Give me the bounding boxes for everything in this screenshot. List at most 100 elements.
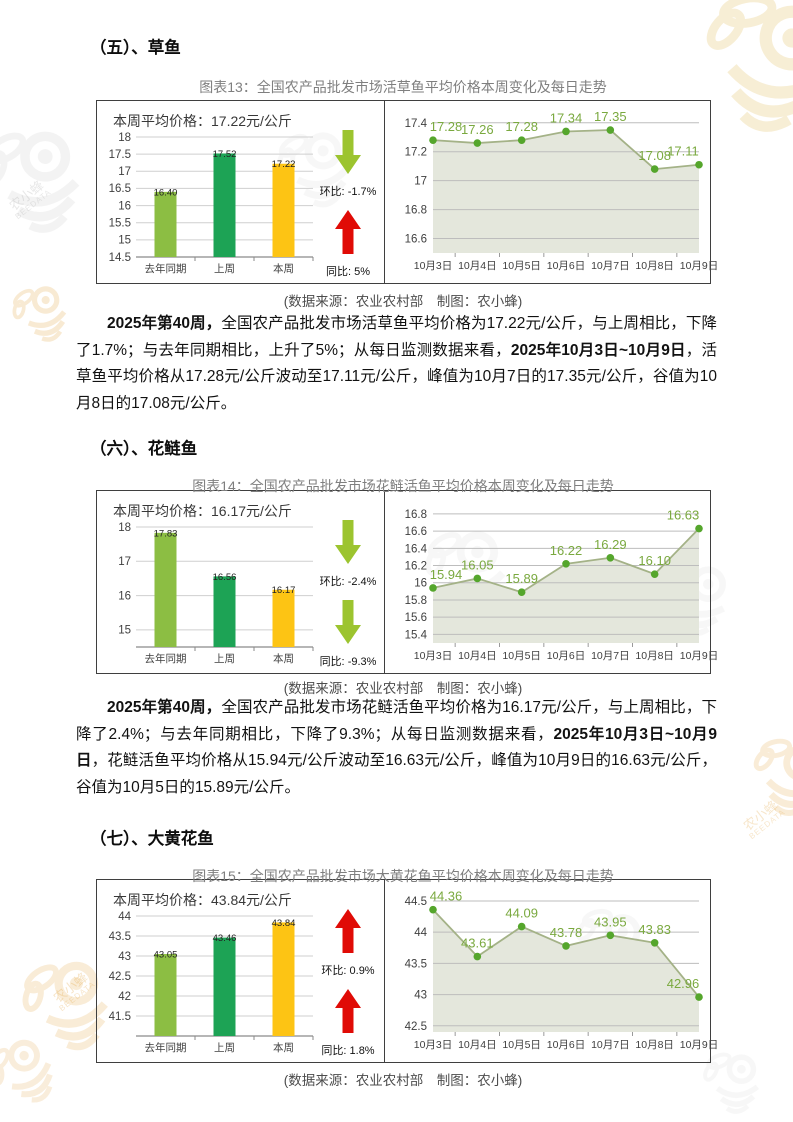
svg-text:43.05: 43.05 bbox=[154, 950, 178, 961]
svg-text:上周: 上周 bbox=[214, 653, 235, 665]
svg-text:16.29: 16.29 bbox=[594, 537, 627, 552]
svg-text:本周: 本周 bbox=[273, 1041, 294, 1054]
svg-text:43: 43 bbox=[118, 951, 131, 963]
svg-text:17.22: 17.22 bbox=[272, 159, 296, 170]
figure-14-chart-box: 本周平均价格：16.17元/公斤 18 17 16 15 17.83 去年同期 16.56 上… bbox=[96, 490, 719, 674]
figure-13-avg-price: 本周平均价格：17.22元/公斤 bbox=[113, 113, 292, 129]
yoy-arrow-icon bbox=[335, 989, 361, 1033]
brand-watermark-text: 农小蜂 BEEDATA bbox=[50, 969, 98, 1014]
bee-logo-watermark bbox=[0, 1012, 84, 1122]
svg-text:本周: 本周 bbox=[273, 262, 294, 275]
svg-text:16: 16 bbox=[118, 200, 131, 212]
svg-text:16.56: 16.56 bbox=[213, 572, 237, 583]
figure-13-bar-chart: 18 17.5 17 16.5 16 15.5 15 14.5 16.40 去年同期 17.52 上周… bbox=[109, 132, 314, 275]
figure-14-bar-panel: 本周平均价格：16.17元/公斤 18 17 16 15 17.83 去年同期 16.56 上… bbox=[97, 491, 385, 673]
svg-text:10月3日: 10月3日 bbox=[414, 260, 453, 272]
paragraph-run: ，活草鱼平均价格从17.28元/公斤波动至17.11元/公斤，峰值为10月7日的… bbox=[76, 341, 717, 412]
brand-watermark-text: 农小蜂 BEEDATA bbox=[6, 177, 54, 222]
figure-13-line-chart: 17.4 17.2 17 16.8 16.6 17.28 10月3日 17.26 10月4日 17… bbox=[405, 109, 719, 272]
figure-14-line-chart: 16.8 16.6 16.4 16.2 16 15.8 15.6 15.4 15.94 10月3日… bbox=[405, 508, 719, 662]
svg-text:17.08: 17.08 bbox=[638, 148, 671, 163]
yoy-arrow-icon bbox=[335, 210, 361, 254]
figure-13-indicators: 环比: -1.7% 同比: 5% bbox=[315, 125, 381, 279]
figure-15-bar-chart: 44 43.5 43 42.5 42 41.5 43.05 去年同期 43.46 上周 43.84 本… bbox=[109, 911, 314, 1054]
svg-text:16: 16 bbox=[414, 578, 427, 590]
bighead-carp-paragraph: 2025年第40周，全国农产品批发市场花鲢活鱼平均价格为16.17元/公斤，与上… bbox=[76, 695, 717, 801]
figure-15-source-note: (数据来源：农业农村部 制图：农小蜂) bbox=[283, 1073, 523, 1088]
mom-arrow-icon bbox=[335, 130, 361, 174]
figure-15-title: 图表15：全国农产品批发市场大黄花鱼平均价格本周变化及每日走势 bbox=[192, 868, 614, 884]
svg-text:10月3日: 10月3日 bbox=[414, 1039, 453, 1051]
svg-text:10月5日: 10月5日 bbox=[502, 650, 541, 662]
grass-carp-paragraph: 2025年第40周，全国农产品批发市场活草鱼平均价格为17.22元/公斤，与上周… bbox=[76, 311, 717, 417]
svg-text:10月6日: 10月6日 bbox=[547, 650, 586, 662]
svg-text:上周: 上周 bbox=[214, 263, 235, 275]
svg-text:16.17: 16.17 bbox=[272, 585, 296, 596]
svg-text:16.6: 16.6 bbox=[405, 526, 427, 538]
section-heading-yellow-croaker: （七）、大黄花鱼 bbox=[90, 830, 214, 848]
svg-text:10月9日: 10月9日 bbox=[680, 1039, 719, 1051]
svg-text:15.6: 15.6 bbox=[405, 612, 427, 624]
svg-text:17.34: 17.34 bbox=[550, 110, 583, 125]
svg-text:43.5: 43.5 bbox=[109, 931, 131, 943]
svg-text:17: 17 bbox=[414, 176, 427, 188]
figure-15-line-panel: 44.5 44 43.5 43 42.5 44.36 10月3日 43.61 10月4日 44.0… bbox=[385, 880, 719, 1062]
svg-text:17.35: 17.35 bbox=[594, 109, 627, 124]
svg-text:去年同期: 去年同期 bbox=[145, 652, 187, 665]
svg-text:16.8: 16.8 bbox=[405, 205, 427, 217]
figure-14-title: 图表14：全国农产品批发市场花鲢活鱼平均价格本周变化及每日走势 bbox=[192, 478, 614, 494]
svg-text:17: 17 bbox=[118, 166, 131, 178]
svg-text:16.6: 16.6 bbox=[405, 234, 427, 246]
svg-text:14.5: 14.5 bbox=[109, 252, 131, 264]
svg-text:15.4: 15.4 bbox=[405, 629, 428, 641]
figure-13-chart-box: 本周平均价格：17.22元/公斤 18 17.5 17 16.5 16 15.5 15 14.… bbox=[96, 100, 719, 284]
svg-text:10月3日: 10月3日 bbox=[414, 650, 453, 662]
svg-text:10月7日: 10月7日 bbox=[591, 1039, 630, 1051]
svg-text:16.22: 16.22 bbox=[550, 543, 583, 558]
svg-text:42.5: 42.5 bbox=[405, 1021, 427, 1033]
svg-text:43.83: 43.83 bbox=[638, 922, 671, 937]
svg-text:10月4日: 10月4日 bbox=[458, 260, 497, 272]
svg-text:15.89: 15.89 bbox=[505, 571, 538, 586]
figure-15-bar-panel: 本周平均价格：43.84元/公斤 44 43.5 43 42.5 42 41.5 43.05… bbox=[97, 880, 385, 1062]
brand-watermark-text: 农小蜂 BEEDATA bbox=[740, 797, 788, 842]
svg-text:44.5: 44.5 bbox=[405, 896, 427, 908]
svg-text:18: 18 bbox=[118, 132, 131, 144]
paragraph-run: 全国农产品批发市场花鲢活鱼平均价格为16.17元/公斤，与上周相比，下降了2.4… bbox=[76, 699, 717, 743]
svg-text:10月6日: 10月6日 bbox=[547, 260, 586, 272]
section-heading-grass-carp: （五）、草鱼 bbox=[90, 39, 181, 57]
svg-text:10月7日: 10月7日 bbox=[591, 260, 630, 272]
svg-text:44: 44 bbox=[414, 927, 427, 939]
svg-text:17.83: 17.83 bbox=[154, 528, 178, 539]
svg-text:43.95: 43.95 bbox=[594, 914, 627, 929]
mom-label: 环比: -1.7% bbox=[319, 186, 377, 198]
svg-text:10月4日: 10月4日 bbox=[458, 650, 497, 662]
svg-text:17.52: 17.52 bbox=[213, 149, 237, 160]
svg-text:15: 15 bbox=[118, 235, 131, 247]
svg-text:10月9日: 10月9日 bbox=[680, 260, 719, 272]
svg-text:44: 44 bbox=[118, 911, 131, 923]
paragraph-bold-run: 2025年10月3日~10月9日 bbox=[76, 725, 717, 770]
svg-text:10月6日: 10月6日 bbox=[547, 1039, 586, 1051]
figure-14-line-panel: 16.8 16.6 16.4 16.2 16 15.8 15.6 15.4 15.94 10月3日… bbox=[385, 491, 719, 673]
mom-arrow-icon bbox=[335, 520, 361, 564]
paragraph-bold-run: 2025年第40周， bbox=[107, 315, 222, 332]
svg-text:41.5: 41.5 bbox=[109, 1011, 131, 1023]
svg-text:18: 18 bbox=[118, 522, 131, 534]
yoy-arrow-icon bbox=[335, 600, 361, 644]
figure-15-avg-price: 本周平均价格：43.84元/公斤 bbox=[113, 892, 292, 908]
svg-text:42.5: 42.5 bbox=[109, 971, 131, 983]
svg-text:10月8日: 10月8日 bbox=[635, 260, 674, 272]
svg-text:10月4日: 10月4日 bbox=[458, 1039, 497, 1051]
figure-13-bar-panel: 本周平均价格：17.22元/公斤 18 17.5 17 16.5 16 15.5 15 14.… bbox=[97, 101, 385, 283]
svg-text:16.63: 16.63 bbox=[667, 508, 700, 523]
figure-13-title: 图表13：全国农产品批发市场活草鱼平均价格本周变化及每日走势 bbox=[199, 79, 607, 95]
svg-text:17.26: 17.26 bbox=[461, 122, 494, 137]
svg-text:16: 16 bbox=[118, 590, 131, 602]
svg-text:44.09: 44.09 bbox=[505, 906, 538, 921]
svg-text:17.28: 17.28 bbox=[430, 119, 463, 134]
svg-text:15.94: 15.94 bbox=[430, 567, 463, 582]
paragraph-bold-run: 2025年10月3日~10月9日 bbox=[510, 341, 686, 359]
figure-13-source-note: (数据来源：农业农村部 制图：农小蜂) bbox=[283, 294, 523, 309]
